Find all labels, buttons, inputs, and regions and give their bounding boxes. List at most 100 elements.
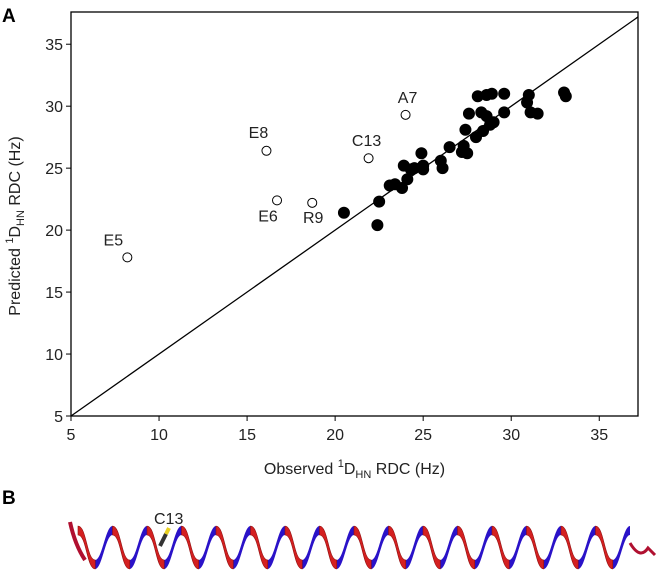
- helix-back: [440, 526, 458, 569]
- open-point: [400, 109, 411, 120]
- helix-back: [612, 526, 630, 569]
- helix-front: [250, 525, 269, 570]
- helix-front: [284, 525, 303, 570]
- y-tick-label: 25: [45, 161, 63, 178]
- helix-front: [388, 525, 407, 570]
- helix-back: [198, 526, 216, 569]
- filled-point: [436, 162, 449, 175]
- y-tick-label: 5: [54, 409, 63, 426]
- x-axis-label-part: HN: [355, 469, 371, 481]
- helix-back: [371, 526, 389, 569]
- x-tick-label: 30: [502, 427, 520, 444]
- filled-point: [373, 195, 386, 208]
- filled-point: [401, 173, 414, 186]
- helix-front: [422, 525, 441, 570]
- filled-point: [559, 90, 572, 103]
- panel-label: A: [2, 6, 16, 27]
- x-axis-label-part: 1: [338, 458, 344, 470]
- y-axis-label-part: D: [7, 226, 24, 238]
- helix-front: [77, 525, 96, 570]
- helix-back: [578, 526, 596, 569]
- helix-back: [405, 526, 423, 569]
- helix-front: [353, 525, 372, 570]
- panel-label: B: [2, 488, 16, 509]
- x-tick-label: 35: [590, 427, 608, 444]
- point-label: E5: [104, 232, 124, 249]
- y-tick-label: 20: [45, 223, 63, 240]
- side-chain: [164, 527, 171, 535]
- filled-point: [396, 181, 409, 194]
- helix-back: [95, 526, 113, 569]
- filled-point: [531, 107, 544, 120]
- y-axis-label: Predicted 1DHN RDC (Hz): [4, 136, 27, 315]
- x-axis-label-part: D: [344, 461, 356, 478]
- side-chain: [158, 533, 168, 547]
- helix-front: [215, 525, 234, 570]
- y-axis-label-part: HN: [15, 210, 27, 226]
- helix-back: [233, 526, 251, 569]
- plot-frame: [70, 11, 639, 417]
- helix-front: [560, 525, 579, 570]
- helix: [68, 521, 657, 570]
- filled-point: [461, 147, 474, 160]
- helix-front: [181, 525, 200, 570]
- filled-point: [417, 159, 430, 172]
- filled-point: [371, 219, 384, 232]
- helix-back: [474, 526, 492, 569]
- filled-point: [485, 87, 498, 100]
- point-label: C13: [352, 133, 381, 150]
- open-point: [307, 197, 318, 208]
- filled-point: [415, 147, 428, 160]
- identity-line: [70, 16, 639, 417]
- filled-point: [337, 206, 350, 219]
- helix-front: [526, 525, 545, 570]
- filled-point: [522, 89, 535, 102]
- x-axis-label: Observed 1DHN RDC (Hz): [264, 458, 445, 481]
- helix-front: [491, 525, 510, 570]
- helix-tail: [628, 542, 657, 557]
- helix-back: [543, 526, 561, 569]
- helix-tail: [68, 521, 87, 562]
- x-tick-label: 10: [150, 427, 168, 444]
- filled-point: [443, 141, 456, 154]
- helix-back: [302, 526, 320, 569]
- y-tick-label: 35: [45, 37, 63, 54]
- filled-point: [462, 107, 475, 120]
- helix-front: [146, 525, 165, 570]
- helix-front: [319, 525, 338, 570]
- helix-front: [112, 525, 131, 570]
- y-tick-label: 15: [45, 285, 63, 302]
- structure-label: C13: [154, 511, 183, 528]
- y-axis-label-part: RDC (Hz): [7, 136, 24, 210]
- filled-point: [498, 87, 511, 100]
- y-axis-label-part: 1: [4, 238, 16, 244]
- helix-back: [164, 526, 182, 569]
- helix-back: [509, 526, 527, 569]
- point-label: A7: [398, 90, 418, 107]
- helix-front: [595, 525, 614, 570]
- open-point: [122, 252, 133, 263]
- helix-front: [457, 525, 476, 570]
- open-point: [272, 195, 283, 206]
- x-tick-label: 20: [326, 427, 344, 444]
- y-tick-label: 30: [45, 99, 63, 116]
- filled-point: [487, 116, 500, 129]
- x-tick-label: 15: [238, 427, 256, 444]
- x-axis-label-part: Observed: [264, 461, 338, 478]
- y-tick-label: 10: [45, 347, 63, 364]
- point-label: E8: [249, 125, 269, 142]
- helix-back: [336, 526, 354, 569]
- x-tick-label: 25: [414, 427, 432, 444]
- open-point: [363, 153, 374, 164]
- x-axis-label-part: RDC (Hz): [371, 461, 445, 478]
- helix-back: [267, 526, 285, 569]
- filled-point: [459, 123, 472, 136]
- open-point: [261, 145, 272, 156]
- y-axis-label-part: Predicted: [7, 244, 24, 316]
- point-label: E6: [258, 208, 278, 225]
- helix-back: [129, 526, 147, 569]
- point-label: R9: [303, 210, 324, 227]
- x-tick-label: 5: [67, 427, 76, 444]
- filled-point: [498, 106, 511, 119]
